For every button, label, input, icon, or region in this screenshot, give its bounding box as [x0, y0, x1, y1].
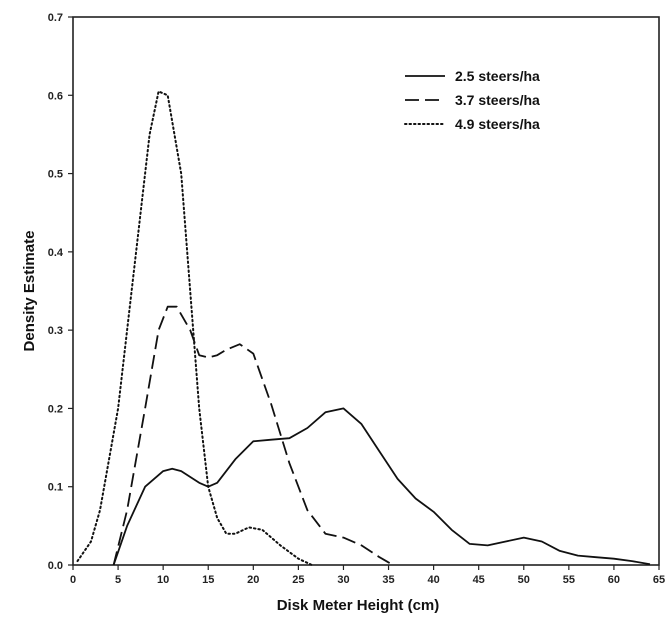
x-tick-label: 45 — [473, 574, 485, 586]
series-line-3 — [76, 90, 313, 566]
x-tick-label: 55 — [563, 574, 575, 586]
x-tick-label: 10 — [157, 574, 169, 586]
legend: 2.5 steers/ha 3.7 steers/ha 4.9 steers/ha — [404, 68, 540, 132]
x-tick-label: 20 — [247, 574, 259, 586]
y-tick-label: 0.0 — [48, 560, 63, 572]
series-line-1 — [112, 407, 651, 566]
legend-label-2: 3.7 steers/ha — [455, 92, 540, 108]
y-tick-label: 0.6 — [48, 90, 63, 102]
y-axis-label: Density Estimate — [21, 231, 38, 352]
y-tick-label: 0.4 — [48, 247, 64, 259]
x-tick-label: 65 — [653, 574, 665, 586]
x-tick-label: 30 — [337, 574, 349, 586]
legend-label-3: 4.9 steers/ha — [455, 116, 540, 132]
x-axis-label: Disk Meter Height (cm) — [277, 597, 440, 614]
y-tick-label: 0.1 — [48, 482, 63, 494]
y-tick-label: 0.7 — [48, 12, 63, 24]
x-tick-label: 40 — [427, 574, 439, 586]
plot-frame — [72, 16, 660, 566]
y-tick-label: 0.2 — [48, 403, 63, 415]
series-line-2 — [112, 305, 394, 566]
legend-label-1: 2.5 steers/ha — [455, 68, 540, 84]
x-tick-label: 0 — [70, 574, 76, 586]
x-tick-label: 60 — [608, 574, 620, 586]
x-tick-label: 5 — [115, 574, 121, 586]
y-tick-label: 0.5 — [48, 169, 63, 181]
x-tick-label: 50 — [518, 574, 530, 586]
x-tick-label: 25 — [292, 574, 304, 586]
x-tick-label: 15 — [202, 574, 214, 586]
x-tick-label: 35 — [382, 574, 394, 586]
y-tick-label: 0.3 — [48, 325, 63, 337]
